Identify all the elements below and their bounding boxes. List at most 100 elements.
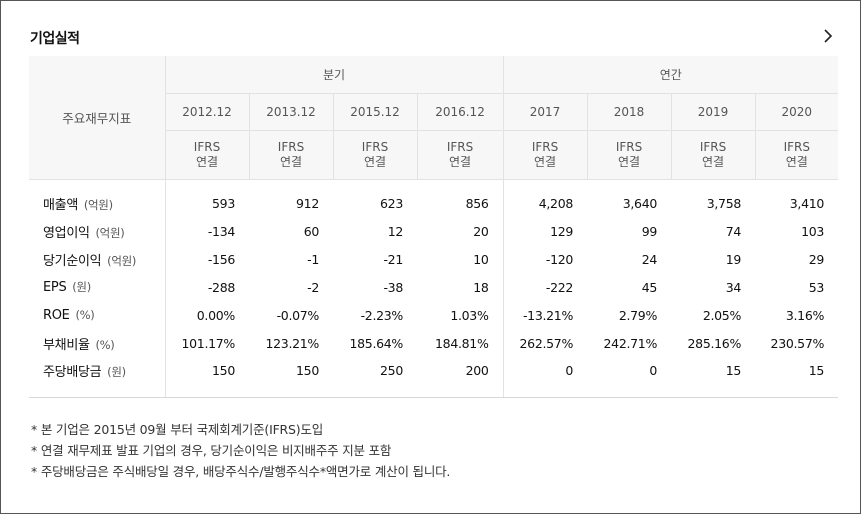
row-label: 당기순이익 (억원) <box>29 245 165 273</box>
value-cell: 2.05% <box>702 307 742 323</box>
accounting-standard-header: IFRS 연결 <box>670 130 756 180</box>
value-cell: 0 <box>587 357 672 398</box>
table-row: 주당배당금 (원) 150 150 250 200 0 0 15 15 <box>29 357 839 398</box>
accounting-standard-header: IFRS 연결 <box>332 130 417 180</box>
value-cell: 53 <box>808 279 825 295</box>
value-cell: -222 <box>502 273 588 301</box>
standard-label: IFRS <box>783 139 810 154</box>
value-cell: 242.71% <box>603 335 658 351</box>
financial-table: 주요재무지표 분기 연간 2012.12 2013.12 2015.12 2016.1… <box>29 56 839 398</box>
indicator-name: EPS <box>43 280 67 295</box>
value-cell: -2 <box>307 279 319 295</box>
value-cell: 2.79% <box>618 307 658 323</box>
value-cell: -288 <box>164 273 249 301</box>
value-cell: -0.07% <box>276 307 320 323</box>
value-cell: 912 <box>296 195 319 211</box>
accounting-standard-header: IFRS 연결 <box>248 130 333 180</box>
table-row: 영업이익 (억원) -134 60 12 20 129 99 74 103 <box>29 217 838 245</box>
value-cell: 129 <box>502 217 588 245</box>
group-header-annual: 연간 <box>502 56 839 94</box>
table-row: 매출액 (억원) 593 912 623 856 4,208 3,640 3,758 3,410 <box>29 179 838 217</box>
indicator-name: 매출액 <box>43 197 78 213</box>
consolidation-label: 연결 <box>701 154 725 169</box>
accounting-standard-header: IFRS 연결 <box>586 130 672 180</box>
value-cell: 0.00% <box>164 301 249 329</box>
period-header: 2012.12 <box>164 93 249 131</box>
indicator-unit: (원) <box>107 365 126 380</box>
period-header: 2016.12 <box>416 93 504 131</box>
indicator-unit: (%) <box>75 307 95 322</box>
value-cell: 10 <box>473 251 489 267</box>
value-cell: 4,208 <box>502 179 588 217</box>
value-cell: 18 <box>473 279 489 295</box>
period-header: 2017 <box>502 93 588 131</box>
value-cell: 19 <box>725 251 742 267</box>
section-header: 기업실적 <box>29 23 841 53</box>
value-cell: 230.57% <box>770 335 825 351</box>
table-row: ROE (%) 0.00% -0.07% -2.23% 1.03% -13.21% 2.79… <box>29 301 838 329</box>
period-header: 2018 <box>586 93 672 131</box>
row-label: 영업이익 (억원) <box>29 217 165 245</box>
consolidation-label: 연결 <box>195 154 219 169</box>
row-label: 매출액 (억원) <box>29 179 165 217</box>
value-cell: 45 <box>641 279 658 295</box>
value-cell: 20 <box>473 223 489 239</box>
row-label: ROE (%) <box>29 301 165 329</box>
value-cell: 150 <box>164 357 249 398</box>
standard-label: IFRS <box>615 139 643 154</box>
table-row: 부채비율 (%) 101.17% 123.21% 185.64% 184.81% 262.… <box>29 329 838 357</box>
value-cell: -2.23% <box>360 307 404 323</box>
value-cell: 3,640 <box>622 195 658 211</box>
value-cell: -134 <box>164 217 249 245</box>
row-label: 부채비율 (%) <box>29 329 165 357</box>
accounting-standard-header: IFRS 연결 <box>754 130 839 180</box>
indicator-name: 당기순이익 <box>43 253 102 269</box>
consolidation-label: 연결 <box>533 154 557 169</box>
standard-label: IFRS <box>531 139 559 154</box>
value-cell: -156 <box>164 245 249 273</box>
chevron-right-icon[interactable] <box>819 27 837 45</box>
value-cell: 623 <box>380 195 403 211</box>
row-label: EPS (원) <box>29 273 165 301</box>
standard-label: IFRS <box>193 139 221 154</box>
footnote: * 연결 재무제표 발표 기업의 경우, 당기순이익은 비지배주주 지분 포함 <box>31 443 392 458</box>
section-title: 기업실적 <box>30 31 80 47</box>
period-header: 2020 <box>754 93 839 131</box>
indicator-name: ROE <box>43 307 70 323</box>
indicator-unit: (억원) <box>95 225 125 240</box>
table-row: EPS (원) -288 -2 -38 18 -222 45 34 53 <box>29 273 838 301</box>
financial-table-container: 주요재무지표 분기 연간 2012.12 2013.12 2015.12 2016.1… <box>29 56 839 398</box>
value-cell: 12 <box>387 223 404 239</box>
consolidation-label: 연결 <box>785 154 808 169</box>
value-cell: 15 <box>671 357 756 398</box>
value-cell: 34 <box>725 279 742 295</box>
value-cell: 29 <box>808 251 825 267</box>
indicator-unit: (억원) <box>83 197 113 212</box>
indicator-unit: (원) <box>72 280 91 294</box>
accounting-standard-header: IFRS 연결 <box>502 130 588 180</box>
standard-label: IFRS <box>699 139 727 154</box>
value-cell: -120 <box>502 245 588 273</box>
value-cell: 200 <box>417 357 504 398</box>
value-cell: 15 <box>755 357 839 398</box>
value-cell: 101.17% <box>164 329 249 357</box>
indicator-name: 주당배당금 <box>43 365 102 381</box>
value-cell: 0 <box>502 357 588 398</box>
group-header-quarterly: 분기 <box>164 56 504 94</box>
value-cell: 285.16% <box>687 335 742 351</box>
standard-label: IFRS <box>361 139 389 154</box>
indicator-name: 부채비율 <box>43 337 90 353</box>
consolidation-label: 연결 <box>617 154 641 169</box>
row-label: 주당배당금 (원) <box>29 357 165 398</box>
value-cell: -38 <box>383 279 403 295</box>
value-cell: 593 <box>164 179 249 217</box>
value-cell: 1.03% <box>450 307 489 323</box>
period-header: 2019 <box>670 93 756 131</box>
value-cell: 262.57% <box>502 329 588 357</box>
indicator-unit: (억원) <box>107 253 137 268</box>
consolidation-label: 연결 <box>363 154 387 169</box>
value-cell: 250 <box>333 357 417 398</box>
value-cell: -13.21% <box>502 301 588 329</box>
accounting-standard-header: IFRS 연결 <box>164 130 249 180</box>
